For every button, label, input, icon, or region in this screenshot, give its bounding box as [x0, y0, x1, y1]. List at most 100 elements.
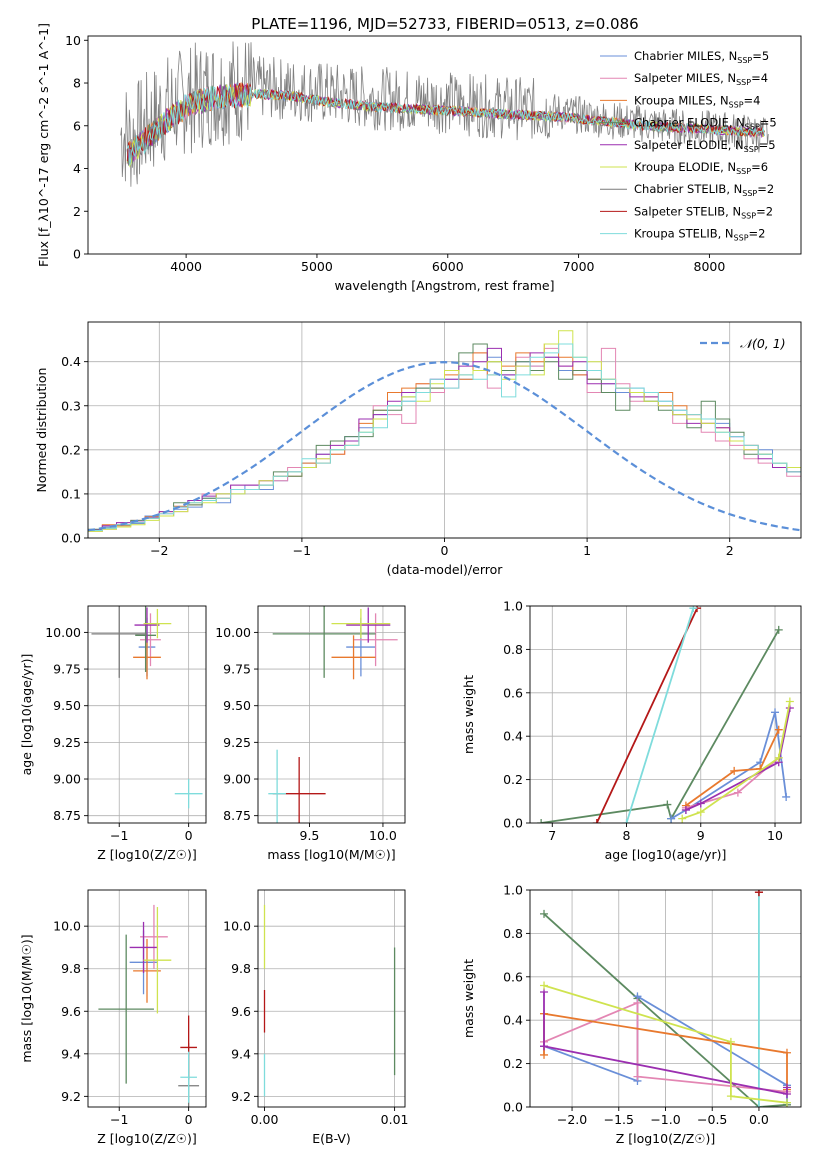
weight-series — [685, 729, 780, 807]
plot-area — [268, 606, 398, 823]
histogram-series — [88, 347, 801, 532]
y-axis-label: mass weight — [461, 675, 476, 754]
x-tick-label: 10.0 — [369, 828, 397, 843]
weight-marker — [540, 909, 549, 918]
legend-sub: SSP — [744, 145, 759, 154]
x-axis-label: mass [log10(M/M☉)] — [267, 847, 395, 862]
weight-marker — [622, 819, 631, 823]
legend-label: Kroupa MILES, NSSP=4 — [634, 93, 760, 109]
y-tick-label: 9.8 — [61, 961, 81, 976]
plot-area — [91, 606, 203, 809]
x-tick-label: 7 — [548, 828, 556, 843]
weight-marker — [730, 766, 739, 775]
weight-series — [595, 607, 698, 823]
x-tick-label: −0.5 — [697, 1112, 727, 1127]
weight-marker — [540, 981, 549, 990]
y-axis-label: Normed distribution — [34, 368, 49, 493]
legend-sub: SSP — [734, 234, 749, 243]
chart-spectrum: Chabrier MILES, NSSP=5 Salpeter MILES, NS… — [36, 23, 802, 293]
legend: 𝒩(0, 1) — [700, 336, 786, 351]
legend-label: Salpeter MILES, NSSP=4 — [634, 71, 768, 87]
y-tick-label: 9.50 — [223, 698, 251, 713]
chart-age-vs-mass: 9.5 10.0 8.75 9.00 9.25 9.50 9.75 10.00 mass [lo… — [215, 605, 406, 862]
y-tick-label: 1.0 — [503, 599, 523, 614]
weight-marker — [689, 606, 698, 613]
weight-marker — [540, 1050, 549, 1059]
y-axis-label: mass weight — [461, 959, 476, 1038]
chart-mass-vs-EBV: 0.00 0.01 9.2 9.4 9.6 9.8 10.0 E(B-V) — [223, 889, 409, 1146]
y-tick-label: 4 — [73, 161, 81, 176]
histogram-series — [88, 347, 801, 531]
x-tick-label: 7000 — [563, 259, 595, 274]
normal-curve — [88, 360, 801, 532]
x-axis-label: Z [log10(Z/Z☉)] — [616, 1131, 716, 1146]
y-tick-label: 9.8 — [231, 961, 251, 976]
x-tick-label: 0 — [185, 828, 193, 843]
y-tick-label: 10.0 — [53, 919, 81, 934]
x-tick-label: 9 — [697, 828, 705, 843]
weight-marker — [540, 1042, 549, 1051]
x-tick-label: −2.0 — [557, 1112, 587, 1127]
y-tick-label: 0.2 — [61, 442, 81, 457]
y-axis-label: age [log10(age/yr)] — [19, 654, 34, 776]
y-tick-label: 9.25 — [223, 735, 251, 750]
chart-age-vs-Z: −1 0 8.75 9.00 9.25 9.50 9.75 10.00 Z [log10(Z/Z… — [19, 605, 207, 862]
axes-frame — [87, 35, 802, 255]
x-axis-label: E(B-V) — [312, 1131, 351, 1146]
weight-marker — [782, 1098, 791, 1107]
y-tick-label: 6 — [73, 118, 81, 133]
axes-frame — [257, 605, 406, 824]
weight-series — [543, 913, 788, 1107]
weight-marker — [726, 1092, 735, 1101]
legend-sub: SSP — [736, 78, 751, 87]
weight-marker — [785, 697, 794, 706]
x-tick-label: 2 — [726, 543, 734, 558]
y-tick-label: 0.0 — [503, 1100, 523, 1115]
plot-area — [120, 41, 769, 187]
legend: Chabrier MILES, NSSP=5 Salpeter MILES, NS… — [600, 49, 777, 243]
plot-area — [263, 904, 396, 1097]
weight-marker — [726, 1037, 735, 1046]
y-tick-label: 9.6 — [231, 1004, 251, 1019]
legend-value: =5 — [752, 49, 769, 63]
model-spectrum — [126, 84, 765, 166]
axes-frame — [87, 605, 207, 824]
y-tick-label: 8 — [73, 76, 81, 91]
chart-massweight-vs-age: 7 8 9 10 0.0 0.2 0.4 0.6 0.8 1.0 age [log10(age/yr… — [461, 599, 802, 862]
y-axis-label: Flux [f_λ10^-17 erg cm^-2 s^-1 A^-1] — [36, 23, 51, 267]
weight-marker — [774, 625, 783, 634]
plot-area — [98, 904, 200, 1107]
y-tick-label: 9.75 — [223, 662, 251, 677]
weight-marker — [754, 1103, 763, 1107]
y-tick-label: 0.3 — [61, 398, 81, 413]
y-tick-label: 9.00 — [223, 772, 251, 787]
x-tick-label: 0 — [185, 1112, 193, 1127]
x-tick-label: −1.0 — [650, 1112, 680, 1127]
legend-sub: SSP — [736, 167, 751, 176]
x-tick-label: 9.5 — [300, 828, 320, 843]
weight-marker — [782, 1083, 791, 1092]
y-tick-label: 0.4 — [503, 1013, 523, 1028]
axes-frame — [87, 889, 207, 1108]
axes-frame — [529, 605, 802, 824]
legend-label: Chabrier MILES, NSSP=5 — [634, 49, 769, 65]
y-tick-label: 9.50 — [53, 698, 81, 713]
weight-marker — [681, 805, 690, 814]
x-tick-label: 5000 — [301, 259, 333, 274]
legend-sub: SSP — [741, 211, 756, 220]
legend-sub: SSP — [729, 100, 744, 109]
y-tick-label: 0.1 — [61, 486, 81, 501]
weight-series — [540, 629, 780, 823]
legend-value: =2 — [757, 182, 774, 196]
x-tick-label: 8 — [623, 828, 631, 843]
y-tick-label: 0.6 — [503, 969, 523, 984]
weight-series — [543, 1001, 788, 1093]
weight-series — [681, 701, 791, 820]
x-tick-label: 0.0 — [749, 1112, 769, 1127]
legend-value: =2 — [749, 227, 766, 241]
y-tick-label: 10.00 — [45, 625, 81, 640]
y-tick-label: 9.4 — [231, 1046, 251, 1061]
y-tick-label: 9.2 — [61, 1089, 81, 1104]
legend-label: Salpeter ELODIE, NSSP=5 — [634, 138, 776, 154]
weight-marker — [733, 788, 742, 797]
